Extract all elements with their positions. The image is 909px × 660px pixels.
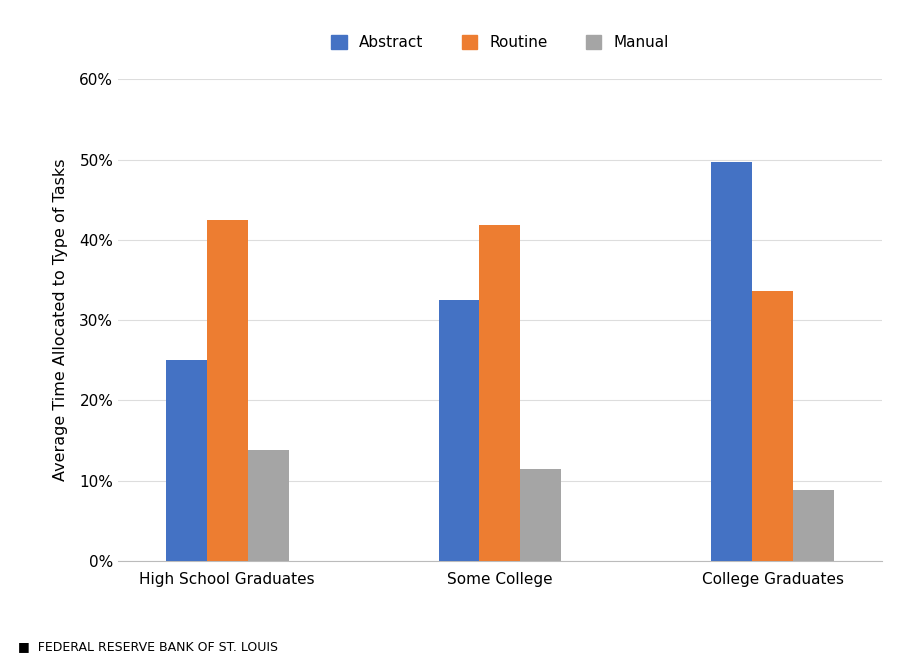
Bar bbox=[793, 490, 834, 561]
Bar bbox=[438, 300, 480, 561]
Bar bbox=[247, 450, 289, 561]
Bar bbox=[520, 469, 561, 561]
Bar bbox=[480, 225, 520, 561]
Bar bbox=[165, 360, 206, 561]
Bar bbox=[753, 291, 794, 561]
Y-axis label: Average Time Allocated to Type of Tasks: Average Time Allocated to Type of Tasks bbox=[54, 159, 68, 481]
Legend: Abstract, Routine, Manual: Abstract, Routine, Manual bbox=[325, 29, 674, 56]
Bar bbox=[711, 162, 753, 561]
Text: ■  FEDERAL RESERVE BANK OF ST. LOUIS: ■ FEDERAL RESERVE BANK OF ST. LOUIS bbox=[18, 640, 278, 653]
Bar bbox=[207, 220, 247, 561]
